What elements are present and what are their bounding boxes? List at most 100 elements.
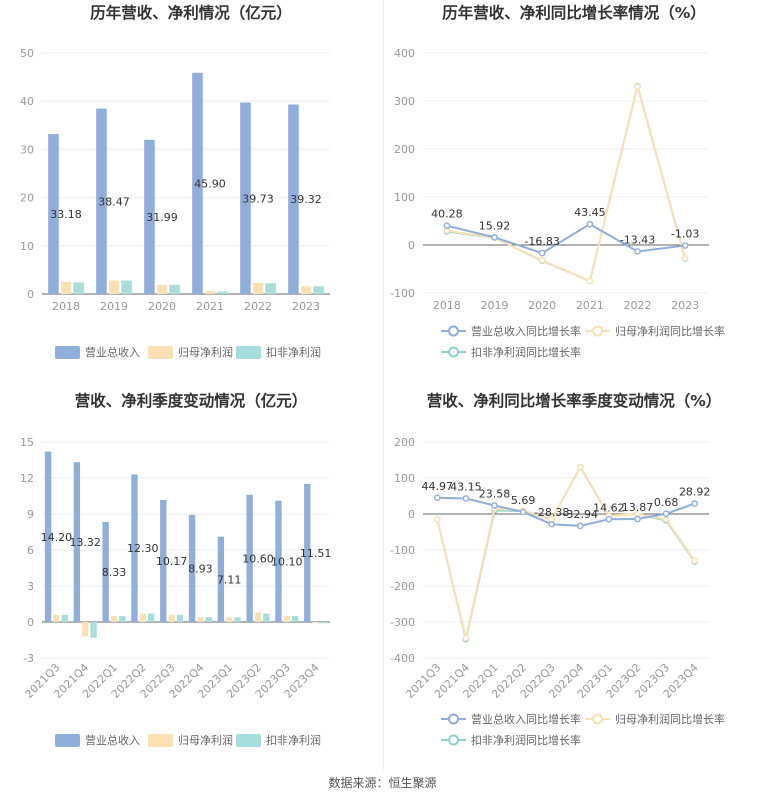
quarterly-growth-legend-label: 营业总收入同比增长率 xyxy=(471,712,581,726)
annual-growth-point-revenue xyxy=(634,248,641,255)
quarterly-growth-rate-chart: 营收、净利同比增长率季度变动情况（%） -400 -300 -200 -100 0 100 2… xyxy=(383,388,765,768)
quarterly-amount-bar-deducted-net xyxy=(61,614,68,622)
annual-amount-bar-deducted-net xyxy=(73,282,84,294)
quarterly-amount-bar-revenue xyxy=(217,536,225,622)
chart-svg-quarterly-amounts: 营收、净利季度变动情况（亿元）-3036912152021Q32021Q4202… xyxy=(20,391,331,747)
annual-amount-x-tick-label: 2023 xyxy=(292,300,320,313)
annual-amount-bar-parent-net xyxy=(156,284,168,294)
annual-growth-title: 历年营收、净利同比增长率情况（%） xyxy=(442,3,706,22)
annual-amount-legend-swatch xyxy=(148,346,173,359)
quarterly-amount-bar-data-label: 10.60 xyxy=(242,552,274,565)
quarterly-amount-bar-data-label: 10.10 xyxy=(271,555,303,568)
annual-growth-point-parent-net xyxy=(538,257,546,264)
quarterly-amount-bar-deducted-net xyxy=(263,613,270,622)
annual-amount-legend-label: 归母净利润 xyxy=(178,345,233,359)
quarterly-amount-bar-data-label: 12.30 xyxy=(127,542,159,555)
annual-growth-x-tick-label: 2018 xyxy=(433,299,461,312)
annual-growth-legend-label: 归母净利润同比增长率 xyxy=(615,324,725,338)
annual-growth-point-parent-net xyxy=(586,277,594,285)
quarterly-amount-legend-swatch xyxy=(148,734,173,747)
quarterly-amount-y-tick-label: -3 xyxy=(23,652,34,665)
annual-amount-bar-revenue xyxy=(144,139,155,294)
annual-growth-point-revenue xyxy=(681,242,689,249)
annual-amount-bar-revenue xyxy=(288,104,299,294)
quarterly-amount-bar-revenue xyxy=(275,500,282,622)
quarterly-growth-y-tick-label: -200 xyxy=(390,580,415,593)
annual-amount-bar-parent-net xyxy=(60,281,72,294)
quarterly-amount-bar-deducted-net xyxy=(291,616,299,622)
quarterly-amount-legend-label: 归母净利润 xyxy=(178,733,233,747)
quarterly-amount-bar-data-label: 8.93 xyxy=(188,562,213,575)
annual-amount-bar-deducted-net xyxy=(121,280,132,294)
quarterly-growth-point-parent-net xyxy=(576,463,584,471)
quarterly-amount-bar-deducted-net xyxy=(234,617,241,622)
quarterly-growth-point-data-label: 5.69 xyxy=(511,494,535,507)
annual-amount-bar-deducted-net xyxy=(217,291,228,294)
annual-amount-bar-data-label: 38.47 xyxy=(98,195,130,208)
quarterly-amount-bar-parent-net xyxy=(254,612,262,622)
quarterly-growth-point-revenue xyxy=(519,508,527,516)
quarterly-amount-legend-swatch xyxy=(236,734,261,747)
annual-amount-bar-revenue xyxy=(48,134,59,294)
quarterly-growth-series-line-revenue xyxy=(437,496,696,527)
annual-growth-point-data-label: -1.03 xyxy=(671,227,699,240)
quarterly-growth-point-revenue xyxy=(634,515,641,523)
annual-growth-point-data-label: 15.92 xyxy=(479,219,511,232)
annual-growth-point-data-label: -16.83 xyxy=(524,235,559,248)
annual-amount-bar-deducted-net xyxy=(169,284,180,294)
annual-growth-legend-label: 营业总收入同比增长率 xyxy=(471,324,581,338)
quarterly-amount-bar-parent-net xyxy=(53,614,60,622)
annual-amount-bar-data-label: 45.90 xyxy=(194,177,226,190)
annual-amount-title: 历年营收、净利情况（亿元） xyxy=(90,3,292,22)
annual-growth-y-tick-label: 0 xyxy=(408,239,415,252)
data-source-note: 数据来源：恒生聚源 xyxy=(328,776,437,790)
quarterly-growth-point-parent-net xyxy=(662,516,670,523)
quarterly-amount-y-tick-label: 0 xyxy=(27,616,34,629)
quarterly-amount-bar-deducted-net xyxy=(119,616,126,622)
annual-amount-y-tick-label: 10 xyxy=(20,240,34,253)
quarterly-growth-legend-marker xyxy=(448,713,459,725)
annual-amount-y-tick-label: 40 xyxy=(20,95,34,108)
annual-amount-bar-data-label: 31.99 xyxy=(146,211,178,224)
quarterly-amount-bar-parent-net xyxy=(82,622,89,637)
annual-amount-y-tick-label: 30 xyxy=(20,143,34,156)
quarterly-growth-point-data-label: 0.68 xyxy=(654,496,679,509)
annual-amount-x-tick-label: 2020 xyxy=(148,300,176,313)
annual-growth-legend-marker xyxy=(448,325,459,337)
quarterly-amount-bar-deducted-net xyxy=(90,622,97,638)
annual-growth-series-line-parent-net xyxy=(446,82,687,283)
annual-amount-bar-parent-net xyxy=(252,282,264,294)
annual-growth-x-tick-label: 2022 xyxy=(624,299,652,312)
annual-amount-y-tick-label: 50 xyxy=(20,47,34,60)
quarterly-amount-y-tick-label: 15 xyxy=(20,436,34,449)
quarterly-amount-legend-label: 扣非净利润 xyxy=(266,733,321,747)
annual-growth-series-line-deducted-net xyxy=(446,82,687,283)
quarterly-growth-legend-label: 归母净利润同比增长率 xyxy=(615,712,725,726)
quarterly-growth-point-parent-net xyxy=(434,516,441,523)
quarterly-amount-bar-revenue xyxy=(246,494,253,622)
quarterly-amount-y-tick-label: 6 xyxy=(27,544,34,557)
quarterly-growth-point-revenue xyxy=(462,495,470,502)
quarterly-amount-bar-parent-net xyxy=(226,617,233,622)
annual-amount-bar-data-label: 33.18 xyxy=(50,208,82,221)
annual-revenue-profit-chart: 历年营收、净利情况（亿元） 0 10 20 30 40 50 2018 2019 2020 2021… xyxy=(0,0,382,380)
quarterly-amount-bar-parent-net xyxy=(110,616,118,622)
annual-growth-point-revenue xyxy=(538,249,546,257)
chart-svg-quarterly-growth: 营收、净利同比增长率季度变动情况（%） -400 -300 -200 -100 0 100 2… xyxy=(390,391,725,747)
quarterly-amount-bar-data-label: 14.20 xyxy=(41,531,73,544)
annual-growth-point-revenue xyxy=(491,234,498,241)
quarterly-amount-bar-deducted-net xyxy=(320,622,328,624)
quarterly-amount-bar-data-label: 8.33 xyxy=(102,566,127,579)
annual-amount-legend-swatch xyxy=(236,346,261,359)
quarterly-amount-bar-deducted-net xyxy=(147,613,155,622)
annual-growth-point-revenue xyxy=(443,222,451,229)
annual-growth-x-tick-label: 2019 xyxy=(481,299,509,312)
quarterly-growth-y-tick-label: 100 xyxy=(394,472,415,485)
quarterly-amount-bar-data-label: 13.32 xyxy=(69,536,101,549)
annual-amount-legend-label: 扣非净利润 xyxy=(266,345,321,359)
quarterly-growth-point-revenue xyxy=(662,510,670,518)
annual-growth-rate-chart: 历年营收、净利同比增长率情况（%） -100 0 100 200 300 400 2018 20… xyxy=(383,0,765,380)
quarterly-growth-point-data-label: 44.97 xyxy=(422,480,454,493)
quarterly-growth-y-tick-label: -300 xyxy=(390,616,415,629)
annual-growth-point-parent-net xyxy=(634,83,641,90)
